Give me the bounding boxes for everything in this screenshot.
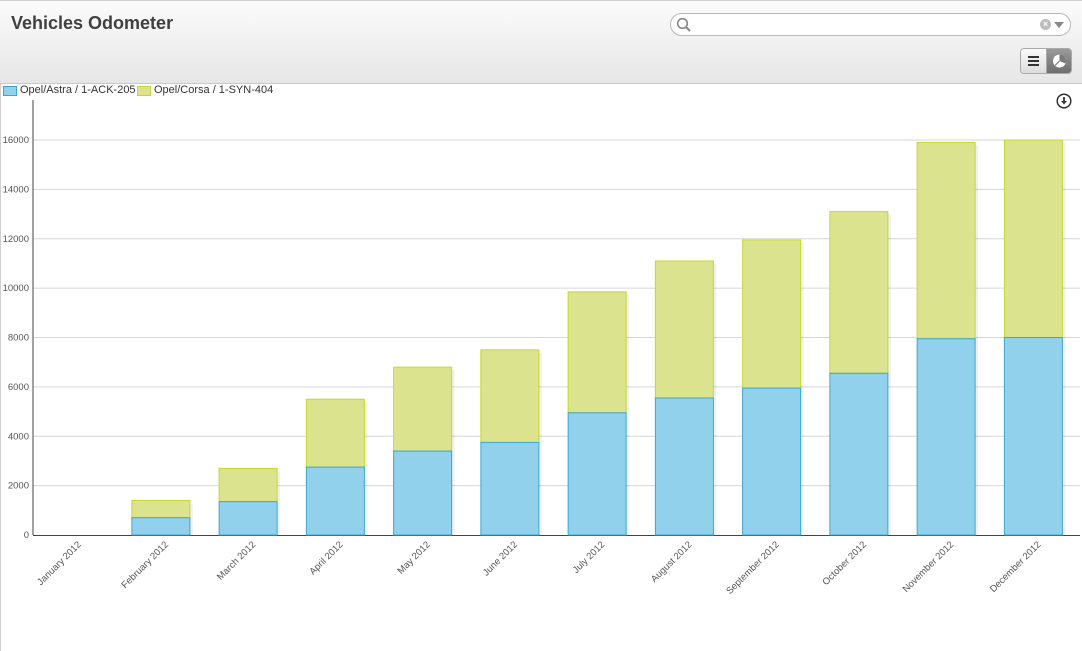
x-tick-label: January 2012	[35, 539, 83, 587]
bar-series-1[interactable]	[305, 466, 365, 536]
chevron-down-icon[interactable]	[1054, 22, 1064, 28]
view-toggle	[1020, 48, 1072, 74]
x-tick-label: October 2012	[821, 539, 869, 587]
left-border	[0, 84, 1, 651]
x-tick-label: May 2012	[395, 539, 432, 576]
bar-series-2[interactable]	[567, 291, 627, 414]
y-tick-label: 14000	[3, 184, 29, 195]
bar-series-2[interactable]	[480, 349, 540, 443]
bar-series-2[interactable]	[654, 260, 714, 399]
bar-chart: 0 2000 4000 6000 8000 10000 12000 14000 16000 Jan…	[3, 100, 1080, 597]
legend-label: Opel/Corsa / 1-SYN-404	[154, 84, 274, 96]
legend-label: Opel/Astra / 1-ACK-205	[20, 84, 136, 96]
x-tick-label: February 2012	[120, 539, 171, 590]
y-tick-label: 2000	[8, 481, 29, 492]
x-tick-label: December 2012	[988, 539, 1044, 595]
search-box[interactable]: ×	[670, 13, 1071, 36]
pie-chart-icon	[1053, 54, 1066, 68]
x-tick-label: August 2012	[649, 539, 695, 585]
bar-series-1[interactable]	[218, 501, 278, 536]
legend-swatch-series-1	[3, 86, 17, 96]
y-tick-label: 10000	[3, 283, 29, 294]
list-view-button[interactable]	[1021, 49, 1047, 73]
y-tick-label: 8000	[8, 333, 29, 344]
bar-series-2[interactable]	[742, 239, 802, 389]
bar-series-2[interactable]	[393, 366, 453, 452]
bar-series-1[interactable]	[916, 338, 976, 536]
bar-series-1[interactable]	[393, 450, 453, 536]
bar-series-2[interactable]	[1003, 139, 1063, 338]
bar-series-1[interactable]	[829, 372, 889, 536]
x-tick-label: November 2012	[901, 539, 957, 595]
chart-view-button[interactable]	[1047, 49, 1071, 73]
page-title: Vehicles Odometer	[11, 13, 174, 33]
bar-series-2[interactable]	[916, 141, 976, 340]
clear-icon[interactable]: ×	[1040, 19, 1051, 30]
x-tick-label: March 2012	[215, 539, 258, 582]
bar-series-1[interactable]	[480, 441, 540, 536]
y-tick-label: 4000	[8, 431, 29, 442]
x-tick-label: June 2012	[481, 539, 520, 578]
download-icon[interactable]	[1056, 93, 1072, 114]
bar-series-1[interactable]	[131, 517, 191, 536]
x-tick-label: April 2012	[307, 539, 345, 577]
list-icon	[1028, 56, 1039, 66]
search-icon	[676, 17, 692, 38]
search-input[interactable]	[693, 16, 1037, 35]
bar-series-2[interactable]	[305, 398, 365, 468]
y-tick-label: 6000	[8, 382, 29, 393]
bar-series-1[interactable]	[567, 412, 627, 536]
y-tick-label: 12000	[3, 234, 29, 245]
bar-series-1[interactable]	[1003, 337, 1063, 536]
bar-series-1[interactable]	[742, 387, 802, 536]
y-tick-label: 16000	[3, 135, 29, 146]
bar-series-2[interactable]	[131, 499, 191, 519]
y-tick-label: 0	[24, 530, 29, 541]
header: Vehicles Odometer ×	[0, 0, 1082, 84]
bar-series-2[interactable]	[218, 467, 278, 503]
x-tick-label: September 2012	[724, 539, 781, 596]
bar-series-2[interactable]	[829, 211, 889, 374]
x-tick-label: July 2012	[571, 539, 608, 576]
legend-swatch-series-2	[137, 86, 151, 96]
bar-series-1[interactable]	[654, 397, 714, 536]
